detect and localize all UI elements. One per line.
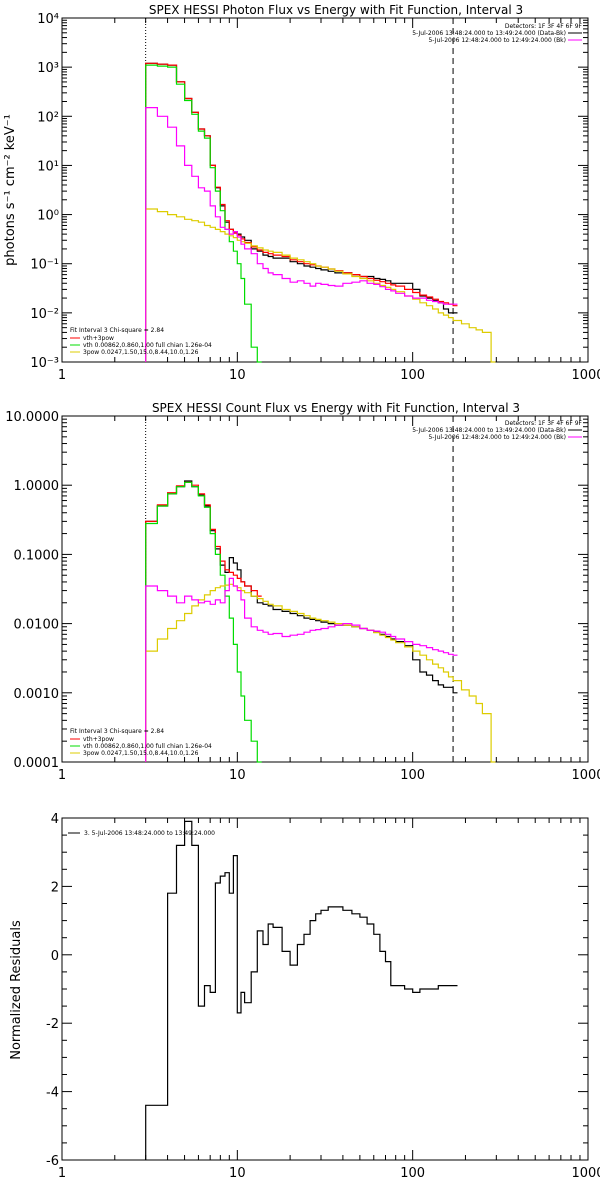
y-tick-label: 10⁻³ xyxy=(30,356,59,371)
series-bk xyxy=(145,577,458,762)
fit-info-count: Fit Interval 3 Chi-square = 2.84 xyxy=(70,728,164,735)
series-vth xyxy=(145,481,262,763)
x-tick-label: 10 xyxy=(229,768,246,783)
header-bk-interval-photon: 5-Jul-2006 12:48:24.000 to 12:49:24.000 … xyxy=(428,37,566,44)
legend-3pow-count: 3pow 0.0247,1.50,15.0,8.44,10.0,1.26 xyxy=(83,750,199,757)
y-tick-label: 10² xyxy=(37,110,59,125)
y-tick-label: 0.0100 xyxy=(14,618,60,633)
y-tick-label: 10⁻¹ xyxy=(30,258,59,273)
y-tick-label: 0.1000 xyxy=(14,548,60,563)
chart-title-photon: SPEX HESSI Photon Flux vs Energy with Fi… xyxy=(149,3,523,17)
plot-frame-residuals xyxy=(61,817,589,1161)
header-data-interval-photon: 5-Jul-2006 13:48:24.000 to 13:49:24.000 … xyxy=(412,30,566,37)
y-tick-label: -4 xyxy=(46,1086,59,1101)
series-vth-3pow xyxy=(145,62,458,362)
chart-title-count: SPEX HESSI Count Flux vs Energy with Fit… xyxy=(152,401,520,415)
series-3pow xyxy=(145,208,496,363)
header-detectors-photon: Detectors: 1F 3F 4F 6F 9F xyxy=(505,23,583,30)
legend-vth-photon: vth 0.00862,0.860,1.00 full chian 1.26e-… xyxy=(83,342,212,349)
series-data-bk xyxy=(145,480,458,762)
plot-frame-count xyxy=(61,415,589,763)
y-axis-label-photon: photons s⁻¹ cm⁻² keV⁻¹ xyxy=(3,114,18,266)
x-tick-label: 1 xyxy=(58,768,66,783)
header-bk-interval-count: 5-Jul-2006 12:48:24.000 to 12:49:24.000 … xyxy=(428,434,566,441)
x-tick-label: 100 xyxy=(400,1166,425,1181)
x-tick-label: 1000 xyxy=(571,768,600,783)
legend-3pow-photon: 3pow 0.0247,1.50,15.0,8.44,10.0,1.26 xyxy=(83,349,199,356)
photon-flux-panel: SPEX HESSI Photon Flux vs Energy with Fi… xyxy=(3,3,600,383)
x-tick-label: 100 xyxy=(400,768,425,783)
series-vth xyxy=(145,64,262,363)
y-tick-label: 2 xyxy=(51,880,59,895)
x-tick-label: 1000 xyxy=(571,1166,600,1181)
x-tick-label: 1 xyxy=(58,1166,66,1181)
y-tick-label: -2 xyxy=(46,1017,59,1032)
fit-info-photon: Fit Interval 3 Chi-square = 2.84 xyxy=(70,327,164,334)
residuals-panel: 1 10 100 1000 -6 -4 -2 0 2 4 Normalized Residuals… xyxy=(9,812,600,1181)
legend-residuals-label: 3. 5-Jul-2006 13:48:24.000 to 13:49:24.0… xyxy=(84,830,215,837)
series-data-bk xyxy=(145,62,458,362)
y-tick-label: 1.0000 xyxy=(14,479,60,494)
series-3pow xyxy=(145,583,496,763)
x-tick-label: 1 xyxy=(58,368,66,383)
y-tick-label: 10⁻² xyxy=(30,307,59,322)
y-tick-label: 10⁴ xyxy=(37,12,59,27)
y-tick-label: 10¹ xyxy=(37,159,59,174)
legend-vth3pow-count: vth+3pow xyxy=(83,736,114,743)
y-tick-label: 0.0001 xyxy=(14,756,60,771)
y-tick-label: 4 xyxy=(51,812,59,827)
x-tick-label: 1000 xyxy=(571,368,600,383)
y-tick-label: -6 xyxy=(46,1154,59,1169)
y-tick-label: 0 xyxy=(51,949,59,964)
x-tick-label: 10 xyxy=(229,1166,246,1181)
y-tick-label: 0.0010 xyxy=(14,687,60,702)
y-tick-label: 10³ xyxy=(37,61,59,76)
series-bk xyxy=(145,107,458,362)
legend-vth3pow-photon: vth+3pow xyxy=(83,335,114,342)
header-detectors-count: Detectors: 1F 3F 4F 6F 9F xyxy=(505,420,583,427)
y-tick-label: 10.0000 xyxy=(5,410,59,425)
x-tick-label: 100 xyxy=(400,368,425,383)
header-data-interval-count: 5-Jul-2006 13:48:24.000 to 13:49:24.000 … xyxy=(412,427,566,434)
y-axis-label-residuals: Normalized Residuals xyxy=(9,920,24,1060)
series-3-5-jul-2006-13-48-24-000-to-13-49-24-000 xyxy=(145,820,458,1160)
legend-vth-count: vth 0.00862,0.860,1.00 full chian 1.26e-… xyxy=(83,743,212,750)
x-tick-label: 10 xyxy=(229,368,246,383)
plot-frame-photon xyxy=(61,17,589,363)
count-flux-panel: SPEX HESSI Count Flux vs Energy with Fit… xyxy=(5,401,600,783)
y-tick-label: 10⁰ xyxy=(37,209,59,224)
